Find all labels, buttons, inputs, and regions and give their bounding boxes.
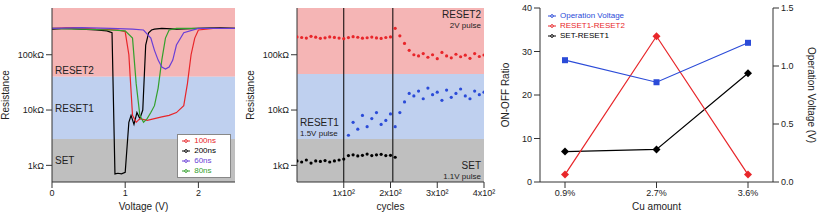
svg-text:Voltage (V): Voltage (V) [119, 201, 168, 212]
svg-text:10kΩ: 10kΩ [268, 105, 290, 115]
svg-text:30: 30 [522, 47, 532, 57]
svg-text:Resistance: Resistance [8, 70, 11, 120]
svg-text:1: 1 [123, 188, 128, 198]
svg-text:1x10²: 1x10² [332, 188, 355, 198]
svg-text:1.5: 1.5 [781, 3, 794, 13]
svg-text:SET: SET [462, 160, 481, 171]
html-text:100ns: 100ns [194, 136, 216, 145]
svg-text:40: 40 [522, 3, 532, 13]
html-text:200ns: 200ns [194, 146, 216, 155]
svg-text:0: 0 [49, 188, 54, 198]
svg-text:RESET2: RESET2 [55, 65, 94, 76]
svg-text:RESET1: RESET1 [55, 103, 94, 114]
svg-text:1.1V pulse: 1.1V pulse [443, 172, 481, 181]
svg-text:0.5: 0.5 [781, 119, 794, 129]
svg-text:20: 20 [522, 90, 532, 100]
html-text:Operation Voltage: Operation Voltage [560, 11, 624, 20]
svg-text:2: 2 [196, 188, 201, 198]
svg-text:3x10²: 3x10² [426, 188, 449, 198]
svg-text:0: 0 [527, 177, 532, 187]
svg-text:1.5V pulse: 1.5V pulse [300, 129, 338, 138]
html-text:SET-RESET1: SET-RESET1 [560, 31, 609, 40]
svg-text:3.6%: 3.6% [738, 188, 759, 198]
svg-text:Operation Voltage (V): Operation Voltage (V) [806, 47, 811, 143]
svg-text:RESET1: RESET1 [300, 117, 339, 128]
svg-text:100kΩ: 100kΩ [263, 50, 290, 60]
html-text:80ns: 80ns [194, 166, 212, 175]
svg-text:0.9%: 0.9% [555, 188, 576, 198]
html-text:RESET1-RESET2: RESET1-RESET2 [560, 21, 625, 30]
svg-text:Resistance: Resistance [245, 70, 256, 120]
svg-text:10: 10 [522, 134, 532, 144]
svg-text:1kΩ: 1kΩ [28, 161, 45, 171]
svg-text:1.0: 1.0 [781, 61, 794, 71]
svg-text:cycles: cycles [377, 201, 405, 212]
svg-text:RESET2: RESET2 [442, 9, 481, 20]
html-text:60ns: 60ns [194, 156, 212, 165]
svg-text:Cu amount: Cu amount [632, 201, 681, 212]
svg-text:2.7%: 2.7% [646, 188, 667, 198]
svg-text:ON-OFF Ratio: ON-OFF Ratio [500, 62, 511, 127]
svg-text:2V pulse: 2V pulse [450, 21, 482, 30]
svg-text:SET: SET [55, 155, 74, 166]
svg-text:100kΩ: 100kΩ [18, 50, 45, 60]
svg-text:4x10²: 4x10² [473, 188, 496, 198]
svg-text:10kΩ: 10kΩ [23, 105, 45, 115]
svg-text:2x10²: 2x10² [379, 188, 402, 198]
svg-text:0.0: 0.0 [781, 177, 794, 187]
svg-text:1kΩ: 1kΩ [273, 161, 290, 171]
